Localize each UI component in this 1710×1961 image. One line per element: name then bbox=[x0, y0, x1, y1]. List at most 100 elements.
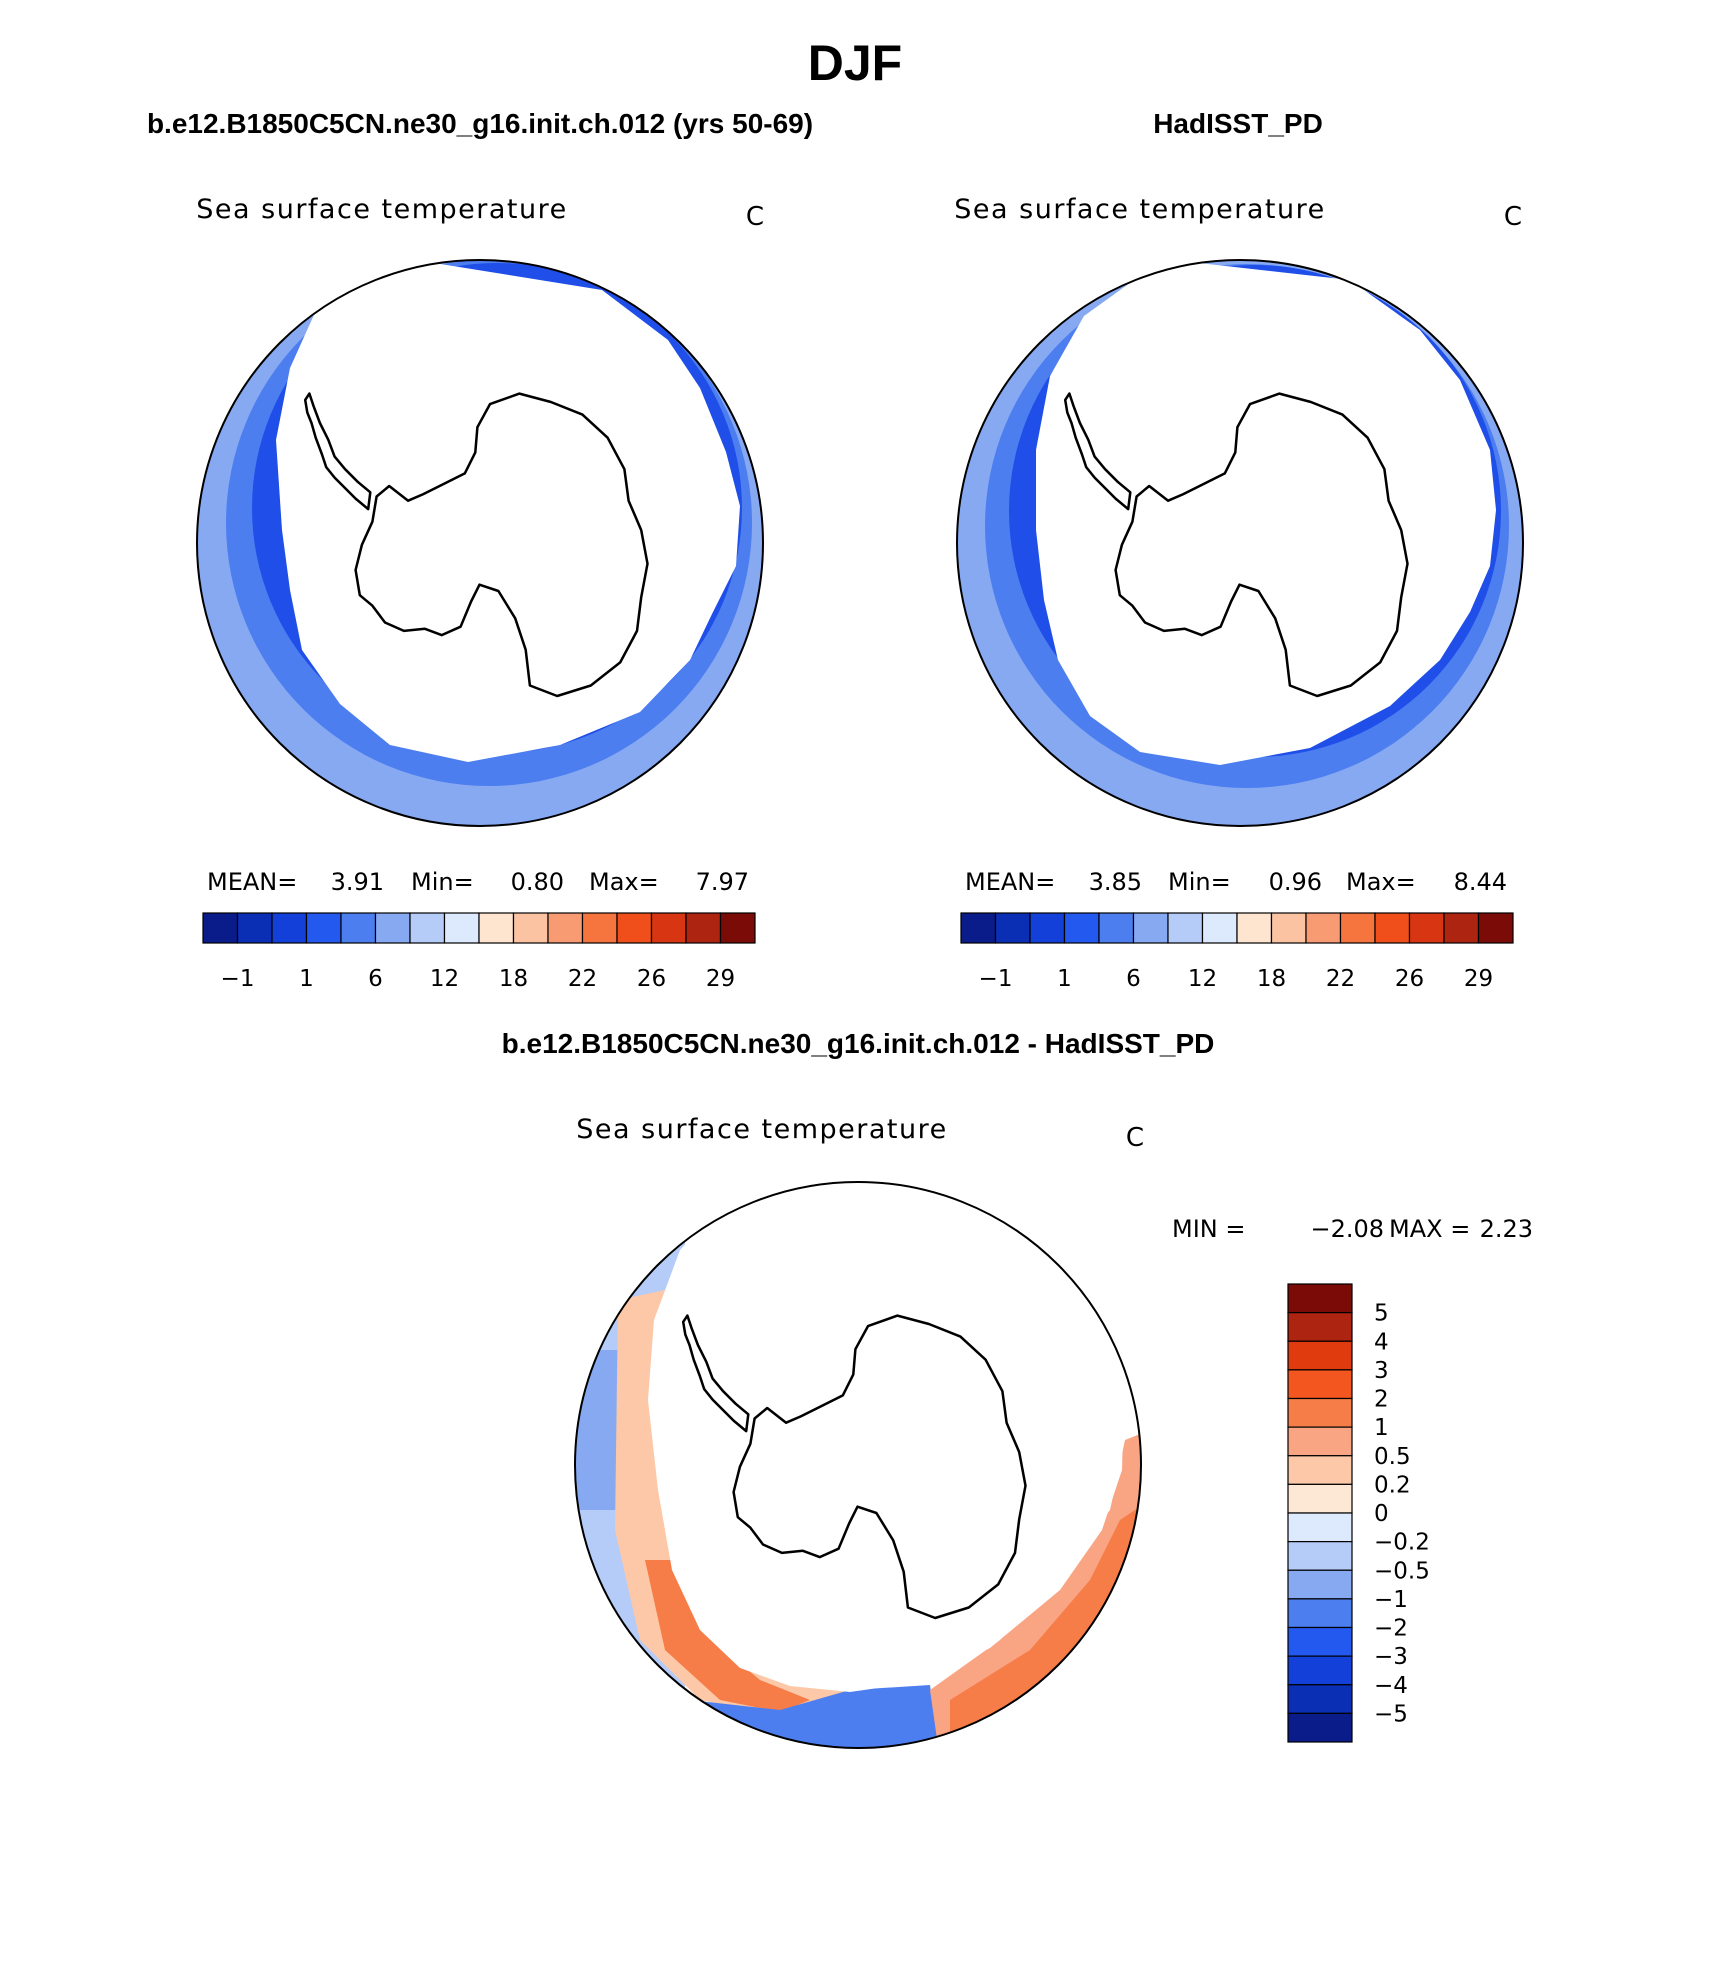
colorbar-difference: 54 3 21 0.50.2 0 −0.2−0.5 −1 −2−3 −4−5 bbox=[1287, 1283, 1430, 1743]
colorbar-box bbox=[512, 912, 549, 944]
colorbar-box bbox=[1287, 1512, 1353, 1543]
colorbar-box bbox=[1374, 912, 1411, 944]
colorbar-box bbox=[1287, 1369, 1353, 1400]
mean-value: 3.91 bbox=[331, 868, 384, 896]
colorbar-box bbox=[271, 912, 308, 944]
max-value: 8.44 bbox=[1454, 868, 1507, 896]
panel-a-header: b.e12.B1850C5CN.ne30_g16.init.ch.012 (yr… bbox=[147, 108, 813, 139]
max-label: Max= bbox=[589, 868, 659, 896]
diff-stats: MIN = −2.08 MAX = 2.23 bbox=[1172, 1215, 1533, 1243]
colorbar-box bbox=[1201, 912, 1238, 944]
sea-ice-region bbox=[1036, 262, 1496, 765]
colorbar-box bbox=[374, 912, 411, 944]
colorbar-box bbox=[719, 912, 756, 944]
colorbar-tick-label: −4 bbox=[1374, 1673, 1408, 1699]
colorbar-tick-label: 18 bbox=[499, 966, 528, 992]
max-value: 2.23 bbox=[1480, 1215, 1533, 1243]
colorbar-box bbox=[1287, 1626, 1353, 1657]
mean-label: MEAN= bbox=[965, 868, 1055, 896]
map-panel-difference bbox=[574, 1181, 1142, 1749]
colorbar-tick-label: 4 bbox=[1374, 1329, 1389, 1355]
colorbar-tick-label: 29 bbox=[1464, 966, 1493, 992]
colorbar-tick-label: 22 bbox=[568, 966, 597, 992]
colorbar-box bbox=[1287, 1312, 1353, 1342]
colorbar-box bbox=[478, 912, 515, 944]
colorbar-box bbox=[236, 912, 273, 944]
diff-plot-title: Sea surface temperature bbox=[576, 1114, 947, 1145]
min-label: Min= bbox=[411, 868, 474, 896]
colorbar-box bbox=[1287, 1483, 1353, 1514]
panel-a-stats: MEAN= 3.91 Min= 0.80 Max= 7.97 bbox=[207, 868, 749, 896]
map-panel-observed bbox=[956, 259, 1524, 827]
min-value: 0.80 bbox=[511, 868, 564, 896]
colorbar-tick-label: 6 bbox=[368, 966, 383, 992]
colorbar-box bbox=[340, 912, 377, 944]
colorbar-tick-label: −1 bbox=[221, 966, 255, 992]
colorbar-box bbox=[1287, 1684, 1353, 1714]
colorbar-box bbox=[685, 912, 722, 944]
colorbar-box bbox=[616, 912, 653, 944]
colorbar-tick-label: 3 bbox=[1374, 1358, 1389, 1384]
diff-units: C bbox=[1126, 1123, 1144, 1153]
colorbar-tick-label: 0.5 bbox=[1374, 1444, 1411, 1470]
colorbar-box bbox=[1236, 912, 1273, 944]
colorbar-box bbox=[547, 912, 584, 944]
colorbar-box bbox=[443, 912, 480, 944]
colorbar-box bbox=[994, 912, 1031, 944]
colorbar-box bbox=[305, 912, 342, 944]
map-border bbox=[956, 259, 1524, 827]
panel-b-stats: MEAN= 3.85 Min= 0.96 Max= 8.44 bbox=[965, 868, 1507, 896]
map-panel-model bbox=[196, 259, 764, 827]
colorbar-tick-label: 0 bbox=[1374, 1501, 1389, 1527]
colorbar-box bbox=[1063, 912, 1100, 944]
max-label: Max= bbox=[1346, 868, 1416, 896]
colorbar-tick-label: 1 bbox=[299, 966, 314, 992]
mean-value: 3.85 bbox=[1089, 868, 1142, 896]
panel-b-plot-title: Sea surface temperature bbox=[954, 194, 1325, 225]
colorbar-box bbox=[1287, 1397, 1353, 1428]
colorbar-tick-label: 12 bbox=[1188, 966, 1217, 992]
max-value: 7.97 bbox=[696, 868, 749, 896]
colorbar-tick-label: 5 bbox=[1374, 1301, 1389, 1327]
colorbar-tick-label: −0.5 bbox=[1374, 1558, 1430, 1584]
colorbar-box bbox=[1287, 1569, 1353, 1600]
colorbar-tick-label: 26 bbox=[637, 966, 666, 992]
colorbar-box bbox=[1287, 1426, 1353, 1457]
colorbar-observed: −1 1 6 12 18 22 26 29 bbox=[960, 912, 1514, 992]
colorbar-box bbox=[1339, 912, 1376, 944]
colorbar-tick-label: 0.2 bbox=[1374, 1472, 1411, 1498]
min-label: Min= bbox=[1168, 868, 1231, 896]
colorbar-box bbox=[1408, 912, 1445, 944]
colorbar-box bbox=[960, 912, 997, 944]
colorbar-tick-label: 1 bbox=[1374, 1415, 1389, 1441]
min-label: MIN = bbox=[1172, 1215, 1245, 1243]
colorbar-box bbox=[581, 912, 618, 944]
colorbar-box bbox=[1287, 1655, 1353, 1686]
min-value: −2.08 bbox=[1310, 1215, 1384, 1243]
max-label: MAX = bbox=[1389, 1215, 1470, 1243]
panel-b-units: C bbox=[1504, 202, 1522, 232]
colorbar-tick-label: −0.2 bbox=[1374, 1530, 1430, 1556]
colorbar-box bbox=[1270, 912, 1307, 944]
colorbar-box bbox=[1167, 912, 1204, 944]
colorbar-tick-label: −1 bbox=[1374, 1587, 1408, 1613]
colorbar-tick-label: 22 bbox=[1326, 966, 1355, 992]
colorbar-tick-label: 29 bbox=[706, 966, 735, 992]
main-title: DJF bbox=[808, 35, 902, 91]
sea-ice-region bbox=[276, 262, 740, 762]
cold-bias-west-strong bbox=[575, 1350, 620, 1510]
colorbar-box bbox=[1287, 1455, 1353, 1485]
colorbar-tick-label: 12 bbox=[430, 966, 459, 992]
colorbar-tick-label: −3 bbox=[1374, 1644, 1408, 1670]
diff-header: b.e12.B1850C5CN.ne30_g16.init.ch.012 - H… bbox=[502, 1028, 1215, 1059]
colorbar-box bbox=[1098, 912, 1135, 944]
colorbar-box bbox=[1477, 912, 1514, 944]
colorbar-tick-label: −5 bbox=[1374, 1701, 1408, 1727]
min-value: 0.96 bbox=[1269, 868, 1322, 896]
panel-b-header: HadISST_PD bbox=[1153, 108, 1323, 139]
mean-label: MEAN= bbox=[207, 868, 297, 896]
colorbar-model: −1 1 6 12 18 22 26 29 bbox=[202, 912, 756, 992]
colorbar-box bbox=[1443, 912, 1480, 944]
colorbar-tick-label: 6 bbox=[1126, 966, 1141, 992]
